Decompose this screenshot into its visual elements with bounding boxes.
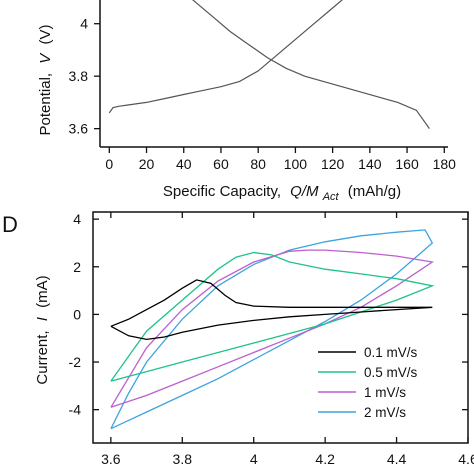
cv-y-axis-title-main: Current,	[34, 330, 51, 384]
cv-x-tick-label: 4.4	[387, 451, 407, 467]
capacity-x-tick-label: 100	[284, 156, 308, 172]
capacity-x-tick-label: 80	[250, 156, 266, 172]
cv-legend-label: 0.1 mV/s	[364, 345, 418, 360]
capacity-x-axis-title: Specific Capacity, Q/M Act (mAh/g)	[163, 183, 401, 204]
capacity-x-tick-label: 0	[105, 156, 113, 172]
capacity-x-axis-title-subscript: Act	[322, 191, 340, 203]
capacity-x-tick-label: 180	[433, 156, 457, 172]
cv-y-axis-title-unit: (mA)	[34, 275, 51, 308]
cv-y-axis-title: Current, I (mA)	[34, 275, 51, 384]
cv-legend-label: 2 mV/s	[364, 405, 406, 420]
cv-curve-0p5-mvs	[110, 251, 435, 382]
cv-plot-frame	[92, 211, 469, 444]
cv-x-tick-label: 3.6	[101, 451, 121, 467]
cv-x-tick-label: 4.2	[315, 451, 335, 467]
cv-curve-0p1-mvs	[110, 279, 433, 341]
cv-y-tick-label: -4	[69, 402, 82, 418]
cv-series-group	[110, 229, 435, 430]
capacity-x-tick-label: 160	[395, 156, 419, 172]
cv-chart: D 3.6 3.8 4 4.2 4.4 4.6 -4 -2 0 2 4 Current, I (m…	[2, 211, 474, 467]
cv-curve-2-mvs	[110, 229, 434, 430]
cv-x-tick-label: 3.8	[173, 451, 193, 467]
capacity-y-ticks: 3.63.844.2	[69, 16, 100, 137]
capacity-x-ticks: 0 20 40 60 80 100 120 140 160 180	[105, 147, 456, 172]
capacity-x-axis-title-main: Specific Capacity,	[163, 183, 281, 200]
cv-x-ticks: 3.6 3.8 4 4.2 4.4 4.6	[101, 212, 474, 467]
capacity-y-axis-title-main: Potential,	[37, 73, 54, 136]
capacity-y-axis-title: Potential, V (V)	[37, 25, 54, 136]
capacity-curve-1	[108, 0, 343, 114]
cv-y-tick-label: 2	[73, 259, 81, 275]
cv-y-ticks: -4 -2 0 2 4	[69, 211, 468, 418]
cv-legend-label: 1 mV/s	[364, 385, 406, 400]
panel-letter-d: D	[2, 212, 18, 237]
cv-x-tick-label: 4	[250, 451, 258, 467]
capacity-x-tick-label: 140	[358, 156, 382, 172]
cv-y-axis-title-symbol: I	[34, 317, 51, 321]
capacity-y-axis-title-unit: (V)	[37, 25, 54, 45]
cv-legend-label: 0.5 mV/s	[364, 365, 418, 380]
capacity-x-tick-label: 40	[176, 156, 192, 172]
capacity-curve-2	[192, 0, 430, 129]
capacity-y-axis-title-symbol: V	[37, 52, 54, 64]
capacity-x-tick-label: 20	[139, 156, 155, 172]
cv-curve-1-mvs	[110, 249, 435, 408]
cv-legend: 0.1 mV/s 0.5 mV/s 1 mV/s 2 mV/s	[318, 345, 418, 420]
cv-y-tick-label: -2	[69, 354, 82, 370]
capacity-x-axis-title-symbol: Q/M	[290, 183, 319, 200]
capacity-x-tick-label: 120	[321, 156, 345, 172]
capacity-series-group	[108, 0, 430, 129]
cv-y-tick-label: 4	[73, 211, 81, 227]
capacity-y-tick-label: 3.8	[69, 68, 89, 84]
capacity-x-tick-label: 60	[213, 156, 229, 172]
cv-x-tick-label: 4.6	[458, 451, 474, 467]
cv-y-tick-label: 0	[73, 306, 81, 322]
capacity-x-axis-title-unit: (mAh/g)	[348, 183, 401, 200]
capacity-y-tick-label: 4	[80, 16, 88, 32]
capacity-y-tick-label: 3.6	[69, 121, 89, 137]
